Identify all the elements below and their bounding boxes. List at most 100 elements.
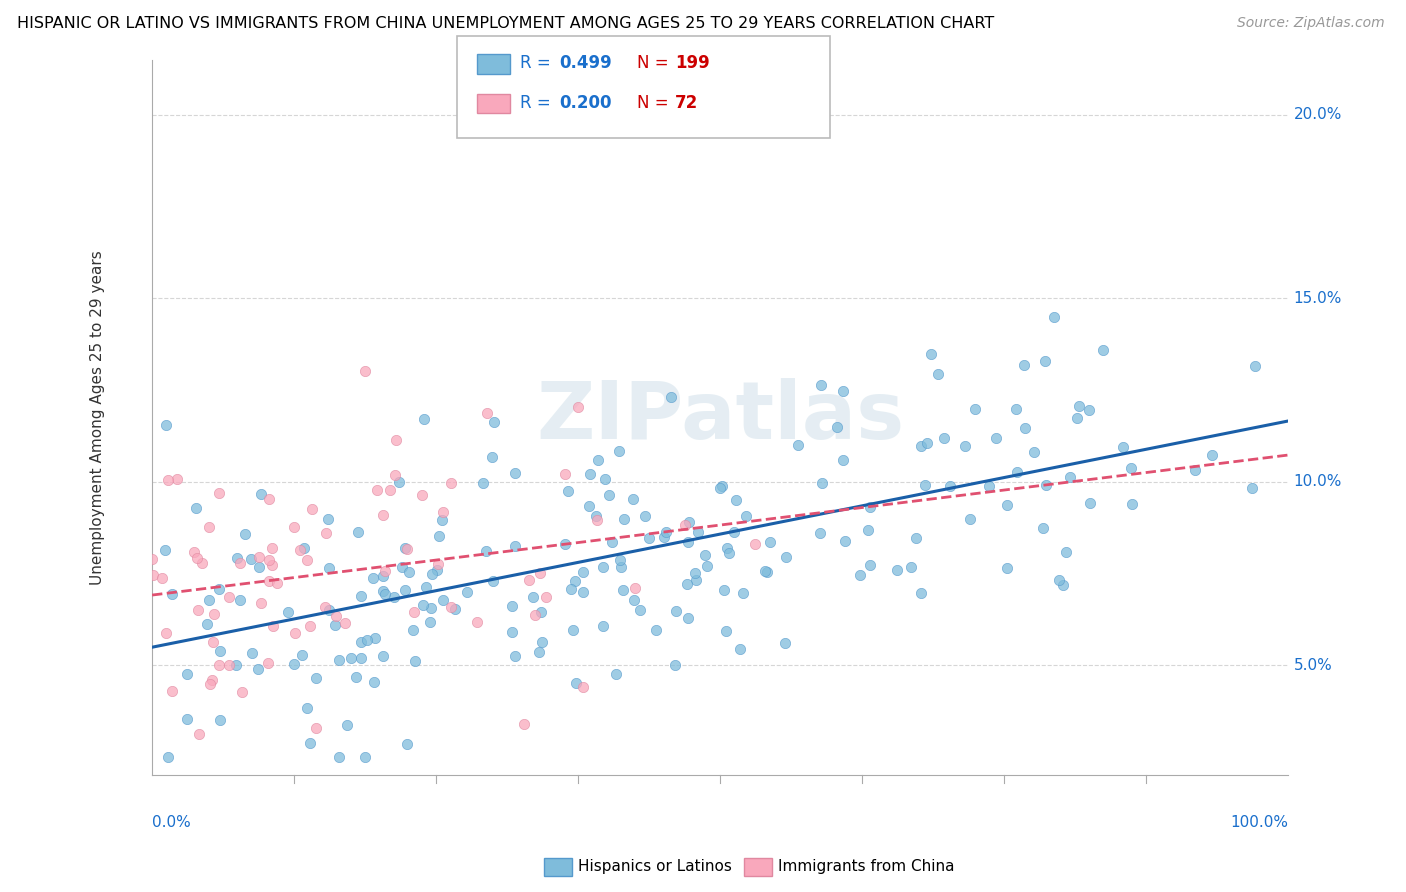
Point: [920, 347, 942, 361]
Point: [977, 479, 1000, 493]
Point: [1080, 496, 1102, 510]
Point: [678, 534, 700, 549]
Point: [585, 508, 607, 523]
Point: [385, 434, 408, 448]
Point: [259, 491, 281, 506]
Point: [758, 534, 780, 549]
Point: [995, 561, 1018, 575]
Point: [190, 556, 212, 570]
Point: [288, 543, 311, 558]
Point: [1201, 448, 1223, 462]
Point: [578, 467, 600, 482]
Point: [328, 653, 350, 667]
Point: [427, 529, 450, 543]
Point: [202, 607, 225, 621]
Point: [1012, 359, 1035, 373]
Point: [432, 592, 454, 607]
Point: [810, 378, 832, 392]
Point: [645, 623, 668, 637]
Point: [501, 624, 523, 639]
Point: [141, 551, 163, 566]
Point: [678, 515, 700, 529]
Point: [735, 509, 758, 524]
Point: [503, 649, 526, 664]
Point: [328, 749, 350, 764]
Point: [1092, 343, 1115, 357]
Point: [394, 582, 416, 597]
Point: [1121, 461, 1143, 475]
Point: [318, 561, 340, 575]
Point: [157, 473, 180, 487]
Point: [229, 592, 252, 607]
Point: [1035, 477, 1057, 491]
Point: [471, 476, 494, 491]
Point: [1112, 440, 1135, 454]
Point: [299, 736, 322, 750]
Point: [676, 611, 699, 625]
Point: [609, 553, 631, 567]
Point: [412, 598, 434, 612]
Point: [402, 624, 425, 638]
Point: [318, 603, 340, 617]
Text: ZIPatlas: ZIPatlas: [536, 378, 904, 457]
Point: [754, 564, 776, 578]
Point: [859, 500, 882, 514]
Point: [247, 560, 270, 574]
Point: [160, 684, 183, 698]
Point: [426, 558, 449, 572]
Point: [634, 508, 657, 523]
Point: [366, 483, 388, 498]
Point: [1047, 573, 1070, 587]
Point: [426, 564, 449, 578]
Point: [284, 626, 307, 640]
Point: [665, 604, 688, 618]
Point: [756, 565, 779, 579]
Point: [713, 583, 735, 598]
Point: [394, 541, 416, 555]
Point: [183, 545, 205, 559]
Point: [939, 479, 962, 493]
Point: [711, 479, 734, 493]
Point: [420, 567, 443, 582]
Point: [316, 512, 339, 526]
Point: [188, 726, 211, 740]
Point: [475, 544, 498, 558]
Point: [572, 566, 595, 580]
Point: [257, 574, 280, 589]
Point: [561, 623, 583, 637]
Point: [350, 635, 373, 649]
Point: [283, 657, 305, 671]
Point: [202, 635, 225, 649]
Point: [593, 472, 616, 486]
Point: [724, 493, 747, 508]
Point: [1043, 310, 1066, 325]
Text: 0.499: 0.499: [560, 54, 613, 72]
Point: [402, 605, 425, 619]
Point: [218, 590, 240, 604]
Point: [388, 475, 411, 489]
Point: [572, 680, 595, 694]
Point: [336, 718, 359, 732]
Point: [557, 483, 579, 498]
Point: [1005, 402, 1028, 417]
Point: [554, 467, 576, 481]
Text: 0.0%: 0.0%: [152, 814, 191, 830]
Point: [413, 412, 436, 426]
Point: [301, 501, 323, 516]
Point: [529, 566, 551, 581]
Point: [295, 553, 318, 567]
Point: [522, 590, 544, 604]
Point: [915, 435, 938, 450]
Point: [225, 657, 247, 672]
Point: [592, 619, 614, 633]
Point: [910, 439, 932, 453]
Point: [914, 477, 936, 491]
Point: [530, 634, 553, 648]
Point: [560, 582, 582, 597]
Point: [524, 607, 547, 622]
Point: [361, 571, 384, 585]
Point: [142, 567, 165, 582]
Point: [834, 533, 856, 548]
Point: [229, 556, 252, 570]
Point: [572, 585, 595, 599]
